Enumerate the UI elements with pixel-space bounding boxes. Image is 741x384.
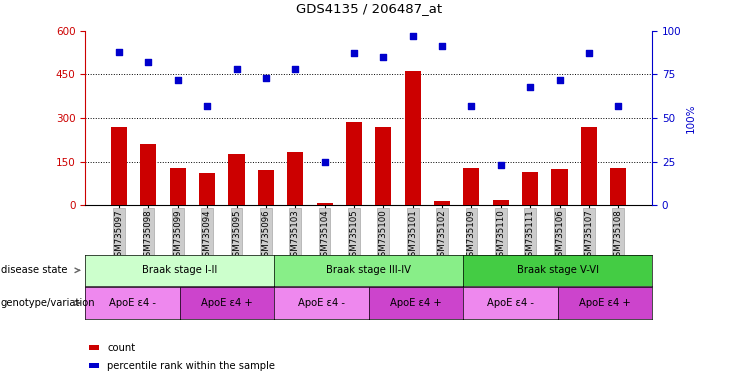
Bar — [434, 201, 450, 205]
Bar — [375, 127, 391, 205]
Point — [377, 54, 389, 60]
Bar — [228, 154, 245, 205]
Point — [436, 43, 448, 50]
Bar — [463, 167, 479, 205]
Text: ApoE ε4 -: ApoE ε4 - — [109, 298, 156, 308]
Point — [319, 159, 330, 165]
Bar — [258, 170, 274, 205]
Bar — [493, 200, 509, 205]
Text: ApoE ε4 +: ApoE ε4 + — [579, 298, 631, 308]
Point — [495, 162, 507, 168]
Text: Braak stage III-IV: Braak stage III-IV — [326, 265, 411, 275]
Point — [348, 50, 360, 56]
Text: GDS4135 / 206487_at: GDS4135 / 206487_at — [296, 2, 442, 15]
Point — [612, 103, 624, 109]
Point — [524, 84, 536, 90]
Bar — [551, 169, 568, 205]
Text: ApoE ε4 +: ApoE ε4 + — [390, 298, 442, 308]
Point — [113, 49, 125, 55]
Point — [407, 33, 419, 39]
Point — [289, 66, 301, 72]
Point — [142, 59, 154, 65]
Bar — [581, 127, 597, 205]
Bar — [140, 144, 156, 205]
Bar — [405, 71, 421, 205]
Y-axis label: 100%: 100% — [685, 103, 696, 133]
Text: percentile rank within the sample: percentile rank within the sample — [107, 361, 276, 371]
Point — [230, 66, 242, 72]
Text: count: count — [107, 343, 136, 353]
Point — [465, 103, 477, 109]
Bar — [316, 202, 333, 205]
Text: Braak stage V-VI: Braak stage V-VI — [516, 265, 599, 275]
Bar — [111, 127, 127, 205]
Point — [202, 103, 213, 109]
Text: Braak stage I-II: Braak stage I-II — [142, 265, 217, 275]
Point — [583, 50, 595, 56]
Bar — [288, 152, 303, 205]
Text: ApoE ε4 -: ApoE ε4 - — [487, 298, 534, 308]
Bar — [610, 167, 626, 205]
Text: ApoE ε4 -: ApoE ε4 - — [298, 298, 345, 308]
Text: disease state: disease state — [1, 265, 67, 275]
Bar — [346, 122, 362, 205]
Point — [172, 76, 184, 83]
Bar — [170, 167, 186, 205]
Text: genotype/variation: genotype/variation — [1, 298, 96, 308]
Point — [260, 75, 272, 81]
Bar — [199, 174, 215, 205]
Bar — [522, 172, 538, 205]
Text: ApoE ε4 +: ApoE ε4 + — [201, 298, 253, 308]
Point — [554, 76, 565, 83]
